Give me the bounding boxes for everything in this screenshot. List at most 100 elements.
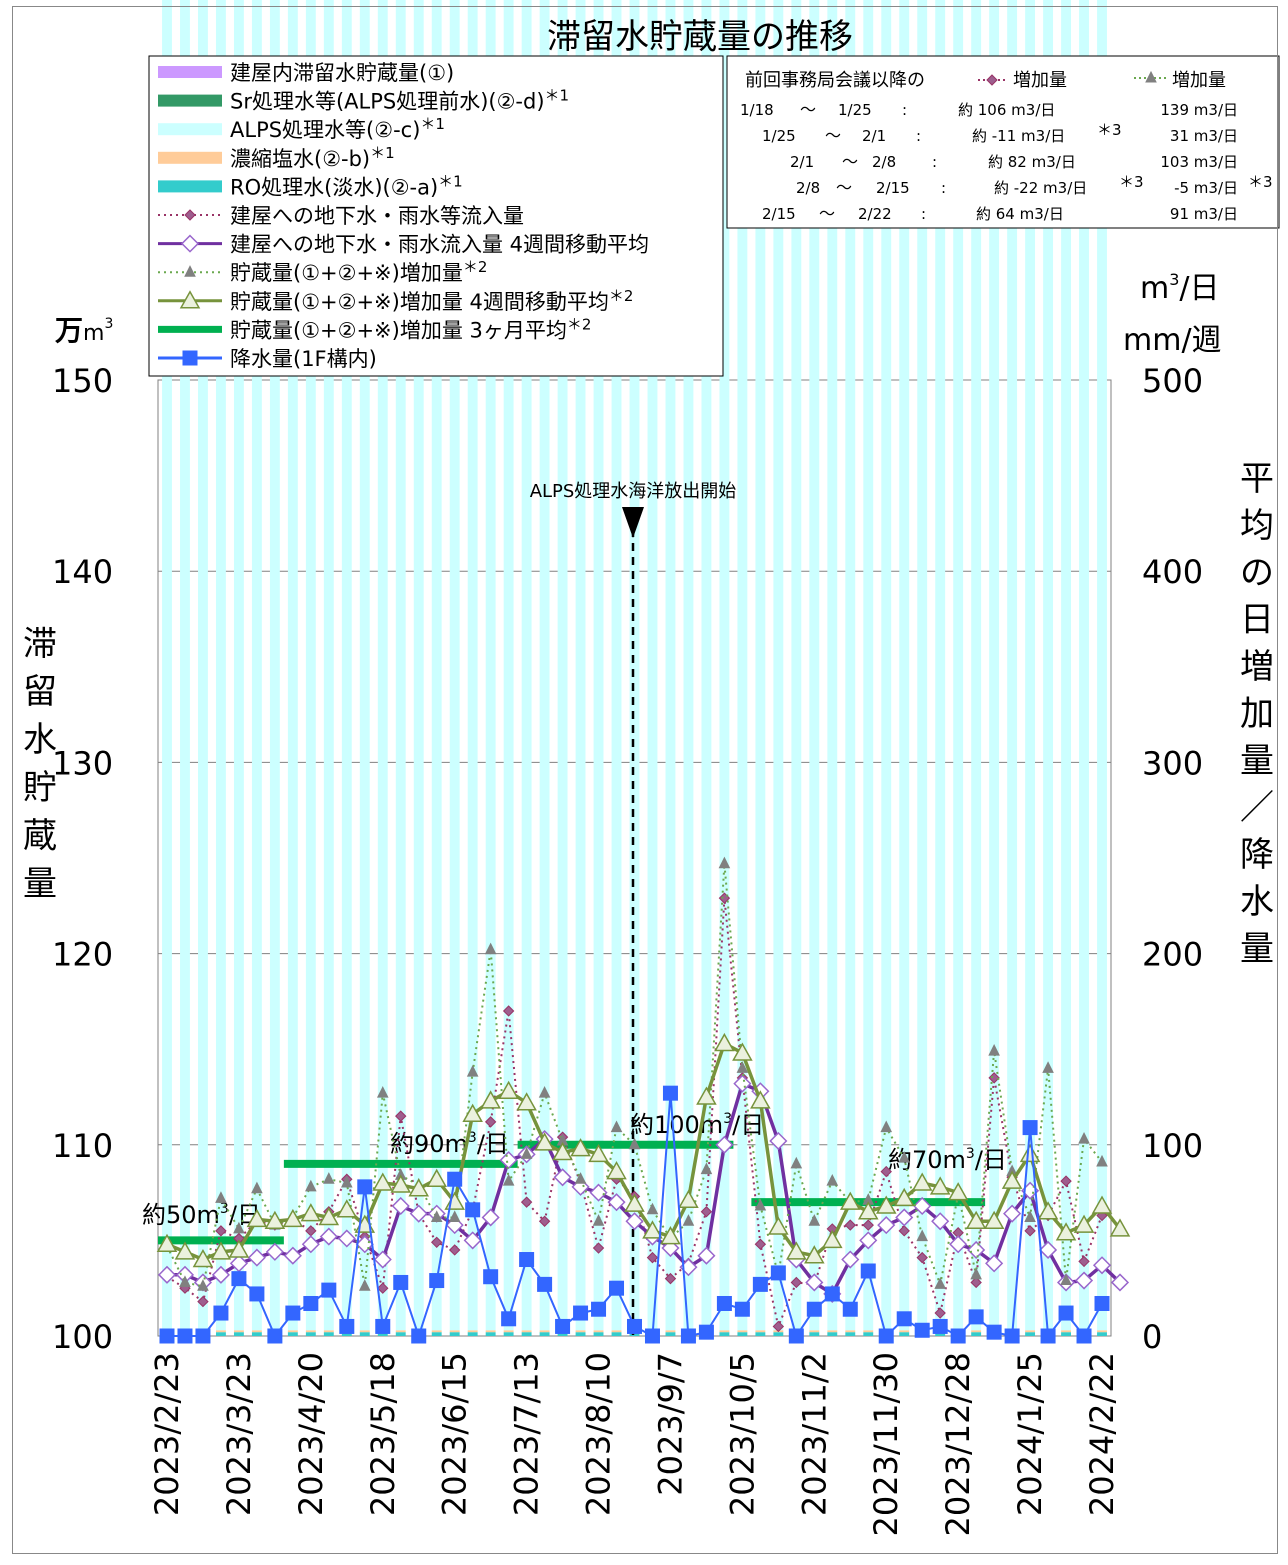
info-approx: 約 -11 m3/日 <box>972 127 1065 145</box>
data-point <box>233 1221 245 1234</box>
info-period-to: 2/1 <box>862 127 886 145</box>
legend-swatch <box>158 180 222 193</box>
info-approx: 約 64 m3/日 <box>976 205 1064 223</box>
data-point <box>1091 1195 1113 1214</box>
bar-segment <box>719 0 730 1331</box>
bar-segment <box>431 0 442 1331</box>
data-point <box>592 1242 605 1254</box>
right-axis-label-char: 日 <box>1240 600 1274 640</box>
bar-segment <box>1025 1332 1036 1336</box>
data-point <box>534 1132 555 1151</box>
data-point <box>228 1239 250 1258</box>
legend-label: 濃縮塩水(②-b)＊1 <box>230 144 395 171</box>
bar-segment <box>251 0 262 1331</box>
data-point <box>700 1162 713 1175</box>
info-value2: 31 m3/日 <box>1170 127 1238 145</box>
bar-segment <box>917 0 928 1331</box>
info-value2: 139 m3/日 <box>1160 101 1238 119</box>
series-group <box>156 1032 1131 1268</box>
data-point <box>573 1305 589 1321</box>
data-point <box>377 1282 389 1294</box>
event-arrow <box>622 507 644 538</box>
data-point <box>808 1214 821 1226</box>
data-point <box>376 1086 389 1098</box>
data-point <box>408 1178 430 1197</box>
info-value2: -5 m3/日 <box>1174 179 1238 197</box>
legend-item: 降水量(1F構内) <box>158 347 377 371</box>
bar-segment <box>557 0 568 1331</box>
bar-segment <box>647 0 658 1331</box>
data-point <box>769 1131 788 1151</box>
bar-segment <box>899 0 910 1331</box>
right-tick-label: 100 <box>1142 1127 1203 1165</box>
data-point <box>1060 1175 1072 1187</box>
bar-segment <box>198 0 208 1331</box>
x-tick-label: 2023/10/5 <box>723 1352 761 1516</box>
bar-segment <box>449 0 460 1331</box>
left-axis-label-char: 貯 <box>23 768 57 808</box>
data-point <box>841 1250 860 1269</box>
bar-segment <box>287 0 298 1331</box>
data-point <box>826 1174 839 1186</box>
right-axis-label-char: ／ <box>1240 788 1274 828</box>
legend-label: RO処理水(淡水)(②-a)＊1 <box>230 172 463 199</box>
bar-segment <box>845 0 856 1331</box>
bar-segment <box>827 0 838 1331</box>
bar-segment <box>809 1330 820 1333</box>
bar-segment <box>611 0 622 1331</box>
data-point <box>970 1267 982 1280</box>
bar-segment <box>521 1330 532 1333</box>
bar-segment <box>269 0 280 1331</box>
bar-segment <box>809 1332 820 1336</box>
bar-segment <box>233 1332 244 1336</box>
left-tick-label: 130 <box>52 744 113 782</box>
left-tick-label: 120 <box>52 936 113 974</box>
legend-label: 降水量(1F構内) <box>230 347 377 371</box>
data-point <box>231 1271 247 1287</box>
bar-segment <box>719 1330 730 1333</box>
data-point <box>390 1174 412 1193</box>
data-point <box>192 1248 214 1268</box>
right-axis-label-char: 増 <box>1240 647 1274 687</box>
series-line <box>166 863 1103 1289</box>
data-point <box>932 1318 948 1334</box>
right-axis-unit-rain: mm/週 <box>1123 323 1222 358</box>
data-point <box>716 1295 732 1311</box>
bar-segment <box>935 1332 946 1336</box>
data-point <box>336 1199 358 1218</box>
legend-label: 貯蔵量(①+②+※)増加量 4週間移動平均＊2 <box>230 287 633 314</box>
data-point <box>660 1226 681 1245</box>
data-point <box>156 1233 178 1252</box>
data-point <box>159 1328 175 1344</box>
legend-label: 建屋への地下水・雨水等流入量 <box>230 204 524 228</box>
right-tick-label: 0 <box>1142 1318 1162 1356</box>
data-point <box>538 1215 551 1227</box>
bar-segment <box>737 0 748 1331</box>
bar-segment <box>503 1330 514 1333</box>
bar-segment <box>251 1330 262 1333</box>
data-point <box>499 1151 518 1170</box>
bar-segment <box>305 1332 316 1336</box>
data-point <box>251 1181 263 1194</box>
legend-swatch <box>158 123 222 136</box>
right-axis-label-char: 平 <box>1240 459 1274 499</box>
series-group <box>159 1085 1110 1344</box>
bar-segment <box>539 0 550 1331</box>
info-colon: : <box>916 127 921 145</box>
data-point <box>734 1301 750 1317</box>
bar-segment <box>971 0 982 1331</box>
data-point <box>267 1328 283 1344</box>
bar-segment <box>395 1330 406 1333</box>
data-point <box>305 1179 317 1192</box>
right-tick-label: 500 <box>1142 362 1203 400</box>
data-point <box>303 1295 319 1311</box>
bar-segment <box>827 1330 838 1333</box>
x-tick-label: 2023/12/28 <box>939 1352 977 1536</box>
bar-segment <box>467 1332 478 1336</box>
data-point <box>806 1301 822 1317</box>
right-tick-label: 300 <box>1142 744 1203 782</box>
data-point <box>718 856 731 869</box>
data-point <box>970 1276 982 1289</box>
data-point <box>318 1206 340 1226</box>
bar-segment <box>413 0 424 1331</box>
